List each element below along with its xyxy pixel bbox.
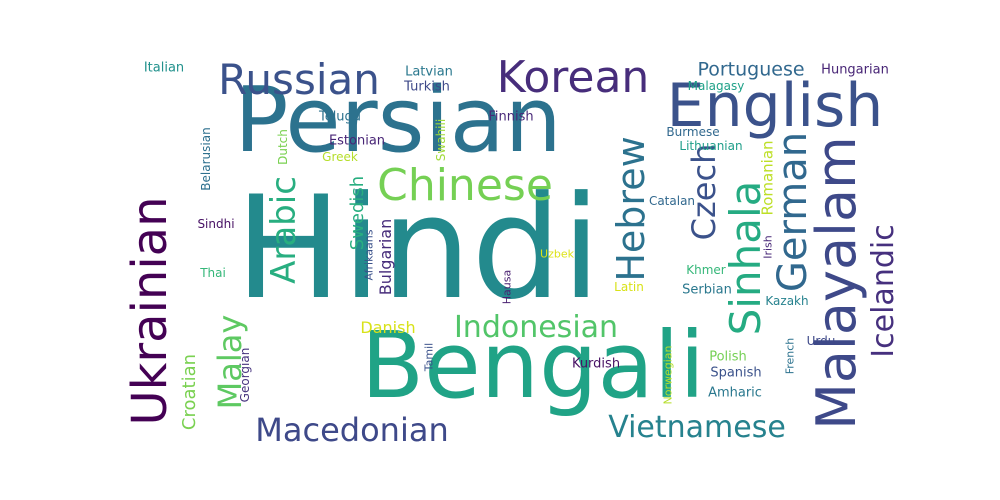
word-ukrainian: Ukrainian [122, 196, 178, 426]
word-swahili: Swahili [434, 118, 448, 162]
word-latin: Latin [614, 280, 644, 294]
word-kazakh: Kazakh [765, 294, 809, 308]
word-norwegian: Norwegian [661, 345, 675, 405]
word-bengali: Bengali [361, 312, 705, 419]
word-georgian: Georgian [238, 347, 252, 403]
word-german: German [770, 131, 816, 293]
word-estonian: Estonian [328, 133, 386, 149]
word-latvian: Latvian [405, 64, 453, 80]
word-korean: Korean [496, 52, 650, 103]
word-khmer: Khmer [686, 263, 726, 277]
word-afrikaans: Afrikaans [362, 229, 376, 281]
word-macedonian: Macedonian [255, 411, 449, 449]
word-croatian: Croatian [179, 353, 200, 431]
word-arabic: Arabic [264, 176, 304, 284]
word-italian: Italian [143, 60, 185, 76]
word-kurdish: Kurdish [571, 356, 621, 372]
word-serbian: Serbian [682, 282, 732, 298]
word-hebrew: Hebrew [609, 136, 653, 282]
word-czech: Czech [685, 143, 723, 241]
word-catalan: Catalan [648, 194, 696, 208]
word-sindhi: Sindhi [197, 217, 235, 231]
word-hungarian: Hungarian [821, 62, 889, 78]
word-malagasy: Malagasy [687, 79, 745, 93]
word-urdu: Urdu [806, 334, 836, 348]
word-irish: Irish [761, 235, 775, 259]
word-english: English [666, 71, 884, 141]
word-portuguese: Portuguese [697, 58, 805, 81]
word-finnish: Finnish [488, 109, 534, 125]
word-amharic: Amharic [708, 385, 762, 401]
word-bulgarian: Bulgarian [376, 218, 395, 296]
word-chinese: Chinese [377, 160, 553, 211]
word-spanish: Spanish [710, 365, 762, 381]
word-tamil: Tamil [422, 342, 436, 372]
word-vietnamese: Vietnamese [608, 410, 786, 445]
word-dutch: Dutch [276, 129, 290, 165]
word-persian: Persian [234, 68, 562, 173]
word-lithuanian: Lithuanian [679, 139, 743, 153]
word-greek: Greek [322, 150, 358, 164]
word-hindi: Hindi [235, 166, 601, 331]
word-indonesian: Indonesian [453, 310, 619, 345]
word-malayalam: Malayalam [805, 136, 868, 430]
word-telugu: Telugu [318, 109, 362, 125]
word-french: French [783, 337, 797, 375]
word-polish: Polish [709, 349, 747, 365]
word-burmese: Burmese [666, 125, 720, 139]
word-icelandic: Icelandic [866, 224, 901, 358]
word-hausa: Hausa [500, 269, 514, 305]
word-turkish: Turkish [404, 79, 450, 95]
word-thai: Thai [200, 266, 226, 280]
word-belarusian: Belarusian [199, 127, 213, 191]
word-romanian: Romanian [758, 140, 777, 216]
word-uzbek: Uzbek [540, 247, 574, 261]
word-danish: Danish [360, 318, 416, 337]
word-russian: Russian [218, 55, 380, 104]
